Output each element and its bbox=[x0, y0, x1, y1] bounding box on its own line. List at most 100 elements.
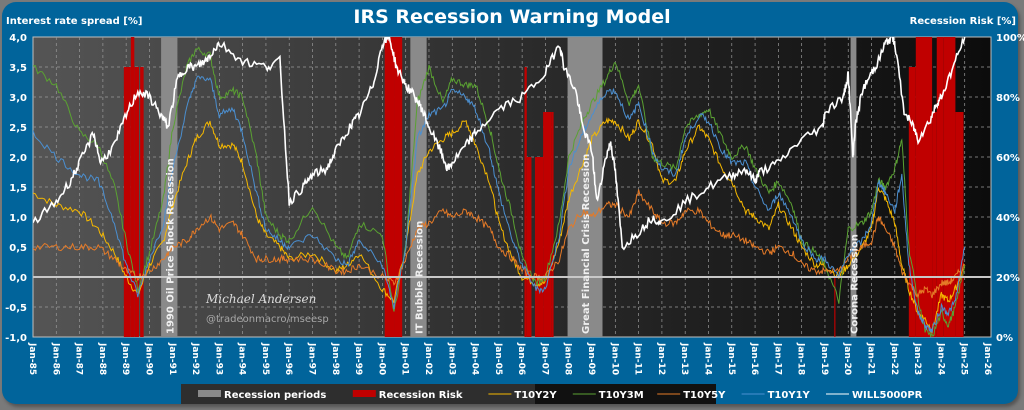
x-tick-label: Jan-25 bbox=[959, 342, 969, 375]
recession-period-label: Great Financial Crisis Recession bbox=[581, 154, 592, 334]
x-tick-label: Jan-15 bbox=[726, 342, 736, 375]
series-line-will5000pr bbox=[33, 37, 966, 251]
x-tick-label: Jan-26 bbox=[982, 342, 992, 375]
x-tick-label: Jan-98 bbox=[330, 342, 340, 375]
legend-item: T10Y1Y bbox=[741, 390, 811, 401]
x-tick-label: Jan-85 bbox=[27, 342, 37, 375]
recession-risk-bar bbox=[526, 157, 532, 337]
x-tick-label: Jan-87 bbox=[74, 342, 84, 375]
recession-period-label: 1990 Oil Price Shock Recession bbox=[165, 158, 176, 334]
recession-risk-bar bbox=[955, 112, 964, 337]
y-tick-right: 60% bbox=[996, 153, 1020, 164]
recession-risk-bar bbox=[134, 67, 139, 337]
x-tick-label: Jan-09 bbox=[586, 342, 596, 375]
recession-risk-bar bbox=[384, 37, 395, 337]
recession-risk-bar bbox=[834, 277, 836, 337]
x-tick-label: Jan-06 bbox=[516, 342, 526, 375]
y-tick-left: 2,5 bbox=[9, 123, 27, 134]
y-tick-left: 2,0 bbox=[9, 153, 27, 164]
x-tick-label: Jan-89 bbox=[120, 342, 130, 375]
y-tick-right: 40% bbox=[996, 213, 1020, 224]
recession-risk-bar bbox=[140, 67, 144, 337]
x-tick-label: Jan-01 bbox=[400, 342, 410, 375]
recession-risk-bar bbox=[936, 37, 944, 337]
recession-risk-bar bbox=[551, 112, 554, 337]
legend-label: WILL5000PR bbox=[852, 390, 923, 401]
legend-label: Recession periods bbox=[224, 390, 326, 401]
y-tick-right: 80% bbox=[996, 93, 1020, 104]
x-tick-label: Jan-17 bbox=[772, 342, 782, 375]
legend-label: T10Y2Y bbox=[514, 390, 557, 401]
recession-risk-bar bbox=[543, 112, 552, 337]
x-tick-label: Jan-20 bbox=[842, 342, 852, 375]
x-tick-label: Jan-13 bbox=[679, 342, 689, 375]
watermark-handle: @tradeonmacro/mseesp bbox=[206, 314, 329, 325]
x-tick-label: Jan-03 bbox=[446, 342, 456, 375]
y-tick-left: 1,0 bbox=[9, 213, 27, 224]
legend-swatch bbox=[352, 390, 376, 397]
y-tick-right: 100% bbox=[996, 33, 1024, 44]
series-line-t10y5y bbox=[33, 189, 966, 299]
recession-risk-bar bbox=[123, 67, 131, 337]
x-tick-label: Jan-24 bbox=[935, 342, 945, 375]
recession-risk-bar bbox=[943, 37, 956, 337]
x-tick-label: Jan-12 bbox=[656, 342, 666, 375]
y-tick-left: 0,5 bbox=[9, 243, 27, 254]
x-tick-label: Jan-96 bbox=[283, 342, 293, 375]
y-tick-left: 1,5 bbox=[9, 183, 27, 194]
legend-box-dark bbox=[535, 384, 716, 404]
legend-label: T10Y5Y bbox=[683, 390, 726, 401]
legend-item: T10Y5Y bbox=[657, 390, 726, 401]
recession-risk-bar bbox=[932, 112, 937, 337]
x-tick-label: Jan-94 bbox=[237, 342, 247, 375]
x-tick-label: Jan-97 bbox=[307, 342, 317, 375]
x-tick-label: Jan-93 bbox=[213, 342, 223, 375]
x-tick-label: Jan-02 bbox=[423, 342, 433, 375]
x-tick-label: Jan-05 bbox=[493, 342, 503, 375]
x-tick-label: Jan-19 bbox=[819, 342, 829, 375]
x-tick-label: Jan-18 bbox=[796, 342, 806, 375]
x-tick-label: Jan-91 bbox=[167, 342, 177, 375]
y-tick-left: -1,0 bbox=[5, 333, 27, 344]
series-line-t10y2y bbox=[33, 116, 966, 334]
x-tick-label: Jan-90 bbox=[143, 342, 153, 375]
x-tick-label: Jan-23 bbox=[912, 342, 922, 375]
y-tick-left: -0,5 bbox=[5, 303, 27, 314]
y-axis-right-label: Recession Risk [%] bbox=[909, 16, 1016, 27]
y-tick-left: 0,0 bbox=[9, 273, 27, 284]
x-tick-label: Jan-21 bbox=[866, 342, 876, 375]
recession-risk-bar bbox=[915, 37, 933, 337]
legend-item: Recession Risk bbox=[352, 390, 463, 401]
recession-risk-bar bbox=[130, 37, 135, 337]
legend-swatch bbox=[198, 390, 221, 397]
legend-item: T10Y3M bbox=[572, 390, 644, 401]
x-tick-label: Jan-10 bbox=[609, 342, 619, 375]
series-line-t10y3m bbox=[33, 46, 966, 337]
legend-label: Recession Risk bbox=[379, 390, 463, 401]
x-tick-label: Jan-86 bbox=[50, 342, 60, 375]
chart-title: IRS Recession Warning Model bbox=[353, 6, 671, 28]
x-tick-label: Jan-07 bbox=[539, 342, 549, 375]
x-tick-label: Jan-16 bbox=[749, 342, 759, 375]
recession-period-band bbox=[850, 37, 857, 337]
recession-risk-bar bbox=[534, 157, 544, 337]
x-tick-label: Jan-14 bbox=[702, 342, 712, 375]
recession-risk-bar bbox=[908, 67, 916, 337]
recession-period-label: IT Bubble Recession bbox=[414, 221, 425, 334]
legend-item: T10Y2Y bbox=[488, 390, 557, 401]
recession-risk-bar bbox=[524, 67, 527, 337]
x-tick-label: Jan-04 bbox=[470, 342, 480, 375]
x-tick-label: Jan-95 bbox=[260, 342, 270, 375]
legend-label: T10Y3M bbox=[599, 390, 644, 401]
x-tick-label: Jan-99 bbox=[353, 342, 363, 375]
y-tick-left: 3,5 bbox=[9, 63, 27, 74]
y-tick-right: 20% bbox=[996, 273, 1020, 284]
y-tick-right: 0% bbox=[996, 333, 1013, 344]
y-axis-left-label: Interest rate spread [%] bbox=[6, 16, 143, 27]
x-tick-label: Jan-08 bbox=[563, 342, 573, 375]
series-line-t10y1y bbox=[33, 75, 966, 333]
x-tick-label: Jan-92 bbox=[190, 342, 200, 375]
legend-item: WILL5000PR bbox=[826, 390, 923, 401]
watermark-author: Michael Andersen bbox=[205, 292, 316, 306]
